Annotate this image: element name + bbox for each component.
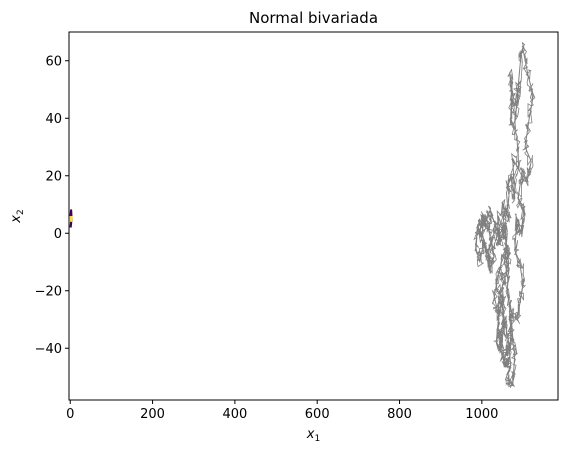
x-tick-label: 400: [222, 407, 247, 422]
y-tick-label: 60: [45, 54, 62, 69]
y-axis-label: x2: [9, 209, 26, 223]
y-tick-label: 0: [54, 227, 62, 242]
series-line-1: [69, 209, 73, 228]
x-axis-label: x1: [306, 427, 320, 444]
y-axis-label-base: x: [9, 215, 24, 224]
y-tick-label: 40: [45, 112, 62, 127]
x-axis-label-sub: 1: [314, 434, 320, 444]
plot-content: [69, 42, 536, 388]
axes-frame: [68, 31, 559, 401]
y-ticks: −40 −20 0 20 40 60: [35, 54, 69, 357]
x-tick-label: 800: [387, 407, 412, 422]
x-tick-label: 600: [305, 407, 330, 422]
x-ticks: 0 200 400 600 800 1000: [66, 400, 498, 422]
series-trace-0: [473, 42, 536, 388]
x-tick-label: 0: [66, 407, 74, 422]
y-axis-label-sub: 2: [16, 209, 26, 215]
chart-title: Normal bivariada: [249, 9, 378, 27]
y-tick-label: −40: [35, 342, 62, 357]
y-tick-label: −20: [35, 284, 62, 299]
x-tick-label: 1000: [465, 407, 498, 422]
x-tick-label: 200: [140, 407, 165, 422]
y-tick-label: 20: [45, 169, 62, 184]
x-axis-label-base: x: [306, 427, 315, 442]
